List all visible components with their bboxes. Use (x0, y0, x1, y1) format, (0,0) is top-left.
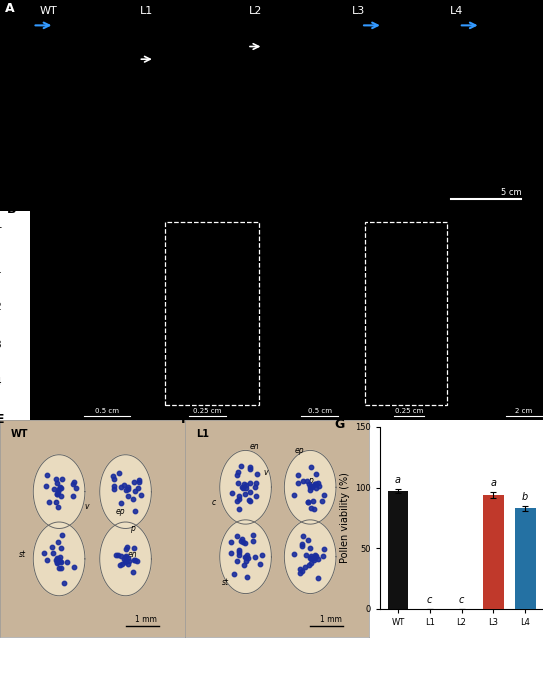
Text: L4: L4 (0, 377, 2, 388)
Polygon shape (285, 520, 336, 594)
Text: 5 cm: 5 cm (501, 188, 521, 197)
Text: B: B (7, 203, 16, 216)
Text: ep: ep (115, 507, 125, 516)
Text: c: c (53, 498, 58, 507)
Text: c: c (212, 498, 216, 507)
Polygon shape (220, 520, 272, 594)
Polygon shape (285, 450, 336, 524)
Text: WT: WT (0, 228, 2, 237)
Text: a: a (395, 475, 401, 485)
Polygon shape (220, 450, 272, 524)
Text: v: v (85, 503, 89, 511)
Bar (483, 495, 504, 609)
Polygon shape (33, 455, 85, 528)
Text: ep: ep (294, 446, 304, 455)
Text: en: en (128, 550, 138, 559)
Text: WT: WT (40, 6, 58, 16)
Text: en: en (250, 442, 260, 451)
Text: 0.25 cm: 0.25 cm (193, 407, 222, 414)
Bar (388, 491, 408, 609)
Text: L1: L1 (195, 428, 209, 439)
Text: L3: L3 (352, 6, 365, 16)
Text: C: C (256, 203, 265, 216)
Text: 1 mm: 1 mm (320, 615, 342, 624)
Text: WT: WT (11, 428, 29, 439)
Text: L4: L4 (450, 6, 463, 16)
Polygon shape (33, 522, 85, 596)
Text: G: G (334, 418, 345, 431)
Text: L2: L2 (0, 302, 2, 312)
Text: L1: L1 (0, 265, 2, 275)
Text: 0.5 cm: 0.5 cm (95, 407, 119, 414)
Polygon shape (100, 455, 151, 528)
Text: L1: L1 (140, 6, 153, 16)
Text: E: E (0, 414, 5, 426)
Text: st: st (222, 578, 229, 587)
Text: 1 mm: 1 mm (135, 615, 157, 624)
Text: c: c (427, 596, 432, 605)
Text: v: v (263, 468, 268, 477)
Text: a: a (490, 478, 496, 489)
Text: A: A (5, 2, 15, 15)
Y-axis label: Pollen viability (%): Pollen viability (%) (340, 473, 350, 564)
Text: D: D (441, 203, 451, 216)
Text: 2 cm: 2 cm (515, 407, 533, 414)
Text: F: F (181, 414, 190, 426)
Text: p: p (308, 476, 313, 485)
Text: 0.25 cm: 0.25 cm (395, 407, 424, 414)
Text: b: b (522, 492, 528, 502)
Text: 0.5 cm: 0.5 cm (307, 407, 332, 414)
Text: st: st (18, 550, 26, 559)
Text: L3: L3 (0, 340, 2, 350)
Polygon shape (100, 522, 151, 596)
Bar (515, 508, 535, 609)
Text: p: p (130, 524, 135, 533)
Text: c: c (459, 596, 464, 605)
Text: L2: L2 (249, 6, 262, 16)
